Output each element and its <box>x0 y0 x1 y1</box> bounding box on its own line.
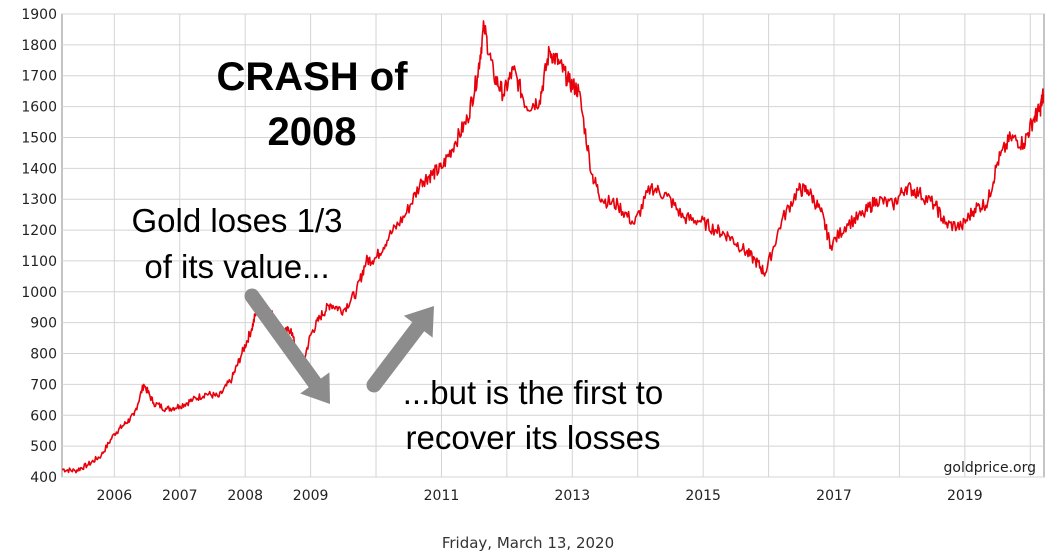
arrow-shaft <box>244 288 323 391</box>
y-tick-label: 700 <box>30 377 57 393</box>
annotation-arrows <box>244 288 434 404</box>
annotation-recover-line1: ...but is the first to <box>403 374 663 411</box>
y-tick-label: 400 <box>30 470 57 486</box>
arrow-head <box>300 372 330 404</box>
arrow-down <box>244 288 330 404</box>
annotation-loses-line2: of its value... <box>144 248 329 285</box>
arrow-shaft <box>366 319 426 393</box>
source-label: goldprice.org <box>944 460 1036 476</box>
gold-price-line <box>61 20 1045 474</box>
y-tick-label: 1700 <box>21 69 57 85</box>
y-tick-label: 1100 <box>21 254 57 270</box>
x-tick-label: 2007 <box>162 488 198 504</box>
y-tick-label: 1600 <box>21 100 57 116</box>
x-tick-label: 2019 <box>947 488 983 504</box>
y-tick-label: 900 <box>30 316 57 332</box>
x-tick-label: 2011 <box>424 488 460 504</box>
annotation-crash-line1: CRASH of <box>216 55 408 99</box>
chart-series <box>61 20 1045 474</box>
x-tick-label: 2006 <box>97 488 133 504</box>
date-label: Friday, March 13, 2020 <box>442 534 614 552</box>
annotation-recover-line2: recover its losses <box>406 419 661 456</box>
y-tick-label: 1900 <box>21 7 57 23</box>
x-tick-label: 2015 <box>685 488 721 504</box>
y-tick-label: 1000 <box>21 285 57 301</box>
x-tick-label: 2013 <box>554 488 590 504</box>
annotation-crash-line2: 2008 <box>268 110 357 154</box>
y-tick-label: 1500 <box>21 130 57 146</box>
arrow-head <box>403 306 434 338</box>
y-tick-label: 600 <box>30 408 57 424</box>
y-tick-label: 1200 <box>21 223 57 239</box>
arrow-up <box>366 306 434 393</box>
chart-grid <box>61 13 1045 478</box>
y-tick-label: 1800 <box>21 38 57 54</box>
y-tick-label: 500 <box>30 439 57 455</box>
plot-area <box>61 13 1045 478</box>
annotation-loses-line1: Gold loses 1/3 <box>132 202 343 239</box>
y-tick-label: 1300 <box>21 192 57 208</box>
x-tick-label: 2009 <box>293 488 329 504</box>
x-tick-label: 2017 <box>816 488 852 504</box>
y-tick-label: 1400 <box>21 161 57 177</box>
y-tick-label: 800 <box>30 347 57 363</box>
x-tick-label: 2008 <box>227 488 263 504</box>
chart-axes: 400 500 600 700 800 900 1000 1100 1200 1300 1400 15… <box>21 7 982 504</box>
